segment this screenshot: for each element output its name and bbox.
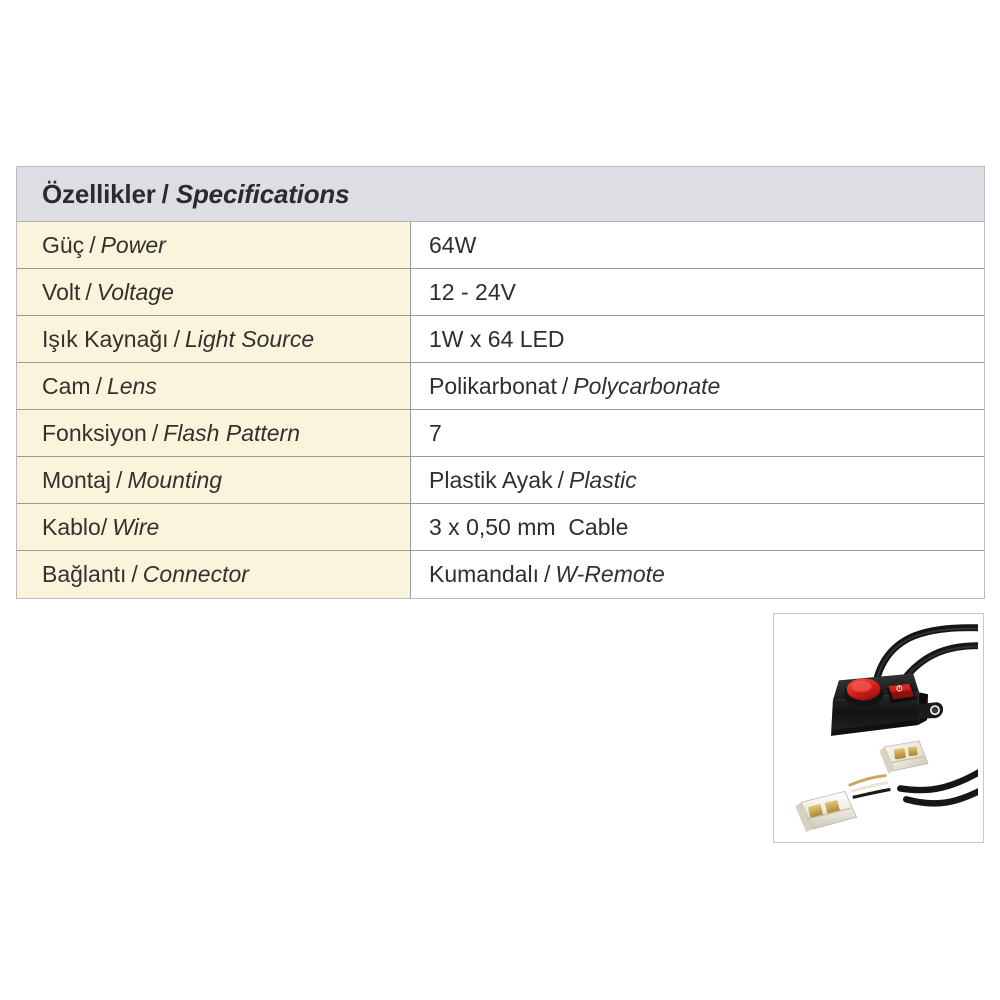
row-label-mounting: Montaj / Mounting xyxy=(17,457,411,503)
row-value-power: 64W xyxy=(411,222,984,268)
label-separator: / xyxy=(173,325,180,352)
value-text: 12 - 24V xyxy=(429,278,516,305)
product-image-inner xyxy=(779,619,978,837)
label-english: Mounting xyxy=(127,466,223,493)
table-title-separator: / xyxy=(161,178,169,209)
value-text: 64W xyxy=(429,231,477,258)
label-separator: / xyxy=(100,513,108,540)
label-turkish: Işık Kaynağı xyxy=(42,325,169,352)
value-text-turkish: Kumandalı xyxy=(429,561,539,587)
label-english: Connector xyxy=(142,561,249,587)
label-turkish: Montaj xyxy=(42,466,112,493)
product-photo-remote-switch xyxy=(795,624,978,833)
table-row: Işık Kaynağı / Light Source 1W x 64 LED xyxy=(17,316,984,363)
table-title-turkish: Özellikler xyxy=(42,178,156,209)
label-separator: / xyxy=(89,231,96,258)
table-row: Fonksiyon / Flash Pattern 7 xyxy=(17,410,984,457)
row-value-voltage: 12 - 24V xyxy=(411,269,984,315)
value-text-turkish: Polikarbonat xyxy=(429,372,557,399)
label-separator: / xyxy=(85,278,92,305)
red-push-button[interactable] xyxy=(843,678,884,708)
table-title-english: Specifications xyxy=(175,178,350,209)
white-connector-female xyxy=(879,740,929,774)
value-text: 7 xyxy=(429,419,442,446)
label-english: Light Source xyxy=(184,325,315,352)
label-turkish: Fonksiyon xyxy=(42,419,147,446)
value-text: 3 x 0,50 mm Cable xyxy=(429,513,629,540)
label-english: Flash Pattern xyxy=(163,419,301,446)
row-label-voltage: Volt / Voltage xyxy=(17,269,411,315)
label-turkish: Güç xyxy=(42,231,85,258)
table-row: Volt / Voltage 12 - 24V xyxy=(17,269,984,316)
label-separator: / xyxy=(95,372,102,399)
value-text-english: Polycarbonate xyxy=(573,372,721,399)
wire-leads xyxy=(848,774,891,799)
row-value-light-source: 1W x 64 LED xyxy=(411,316,984,362)
label-english: Wire xyxy=(112,513,160,540)
label-separator: / xyxy=(131,561,138,587)
label-turkish: Volt xyxy=(42,278,81,305)
value-text-english: W-Remote xyxy=(555,561,665,587)
label-turkish: Kablo xyxy=(42,513,101,540)
label-separator: / xyxy=(151,419,159,446)
value-separator: / xyxy=(543,561,551,587)
specifications-table: Özellikler / Specifications Güç / Power … xyxy=(16,166,985,599)
row-label-light-source: Işık Kaynağı / Light Source xyxy=(17,316,411,362)
specifications-table-header: Özellikler / Specifications xyxy=(17,167,984,222)
row-value-wire: 3 x 0,50 mm Cable xyxy=(411,504,984,550)
row-value-flash-pattern: 7 xyxy=(411,410,984,456)
value-text-turkish: Plastik Ayak xyxy=(429,466,553,493)
value-text-english: Plastic xyxy=(568,466,637,493)
product-image-frame xyxy=(773,613,984,843)
table-row: Güç / Power 64W xyxy=(17,222,984,269)
label-separator: / xyxy=(116,466,123,493)
black-control-box xyxy=(830,673,944,736)
table-row: Kablo / Wire 3 x 0,50 mm Cable xyxy=(17,504,984,551)
table-row: Montaj / Mounting Plastik Ayak / Plastic xyxy=(17,457,984,504)
table-row: Cam / Lens Polikarbonat / Polycarbonate xyxy=(17,363,984,410)
value-separator: / xyxy=(557,466,564,493)
value-text: 1W x 64 LED xyxy=(429,325,565,352)
label-english: Voltage xyxy=(96,278,174,305)
wire-upper-pair xyxy=(874,624,978,685)
label-turkish: Cam xyxy=(42,372,91,399)
label-turkish: Bağlantı xyxy=(42,561,127,587)
label-english: Power xyxy=(100,231,166,258)
row-label-connector: Bağlantı / Connector xyxy=(17,551,411,598)
row-label-wire: Kablo / Wire xyxy=(17,504,411,550)
white-connector-male xyxy=(795,791,858,833)
row-label-lens: Cam / Lens xyxy=(17,363,411,409)
row-label-power: Güç / Power xyxy=(17,222,411,268)
red-rocker-switch[interactable] xyxy=(886,683,918,704)
row-label-flash-pattern: Fonksiyon / Flash Pattern xyxy=(17,410,411,456)
wire-lower-pair xyxy=(897,769,978,807)
value-separator: / xyxy=(561,372,569,399)
table-row: Bağlantı / Connector Kumandalı / W-Remot… xyxy=(17,551,984,598)
row-value-connector: Kumandalı / W-Remote xyxy=(411,551,984,598)
label-english: Lens xyxy=(106,372,157,399)
row-value-mounting: Plastik Ayak / Plastic xyxy=(411,457,984,503)
row-value-lens: Polikarbonat / Polycarbonate xyxy=(411,363,984,409)
